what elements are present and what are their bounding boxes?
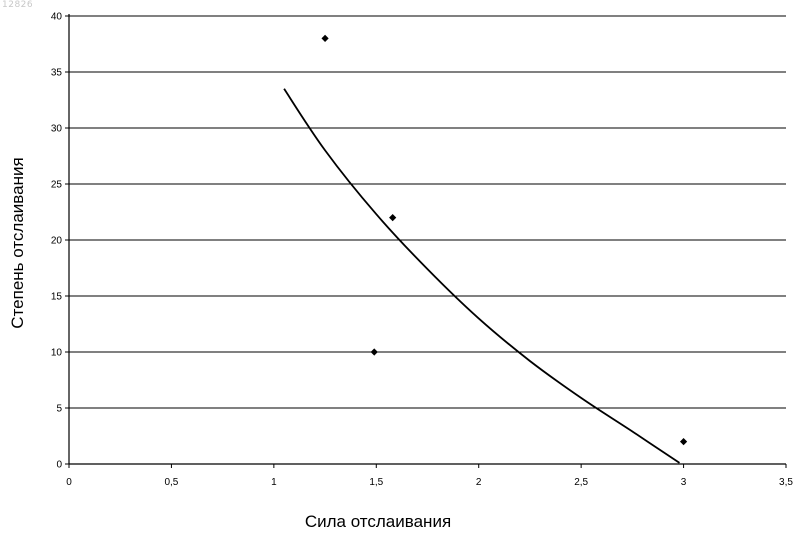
data-point-1 [389, 214, 396, 221]
x-tick-label-7: 3,5 [779, 477, 793, 488]
x-tick-label-0: 0 [66, 477, 72, 488]
x-tick-label-4: 2 [476, 477, 482, 488]
x-tick-label-5: 2,5 [574, 477, 588, 488]
y-tick-label-4: 20 [51, 236, 63, 247]
y-tick-label-0: 0 [56, 460, 62, 471]
data-point-3 [680, 438, 687, 445]
y-tick-label-5: 25 [51, 180, 63, 191]
data-point-2 [371, 348, 378, 355]
data-point-0 [321, 35, 328, 42]
trend-curve [284, 89, 679, 463]
x-tick-label-3: 1,5 [369, 477, 383, 488]
y-tick-label-8: 40 [51, 12, 63, 23]
y-tick-label-1: 5 [56, 404, 62, 415]
y-axis-title: Степень отслаивания [8, 157, 28, 328]
y-tick-label-7: 35 [51, 68, 63, 79]
x-axis-title: Сила отслаивания [0, 512, 756, 532]
watermark-label: 12826 [2, 0, 33, 10]
y-tick-label-6: 30 [51, 124, 63, 135]
y-tick-label-3: 15 [51, 292, 63, 303]
x-tick-label-6: 3 [681, 477, 687, 488]
x-tick-label-1: 0,5 [164, 477, 178, 488]
y-tick-label-2: 10 [51, 348, 63, 359]
x-tick-label-2: 1 [271, 477, 277, 488]
